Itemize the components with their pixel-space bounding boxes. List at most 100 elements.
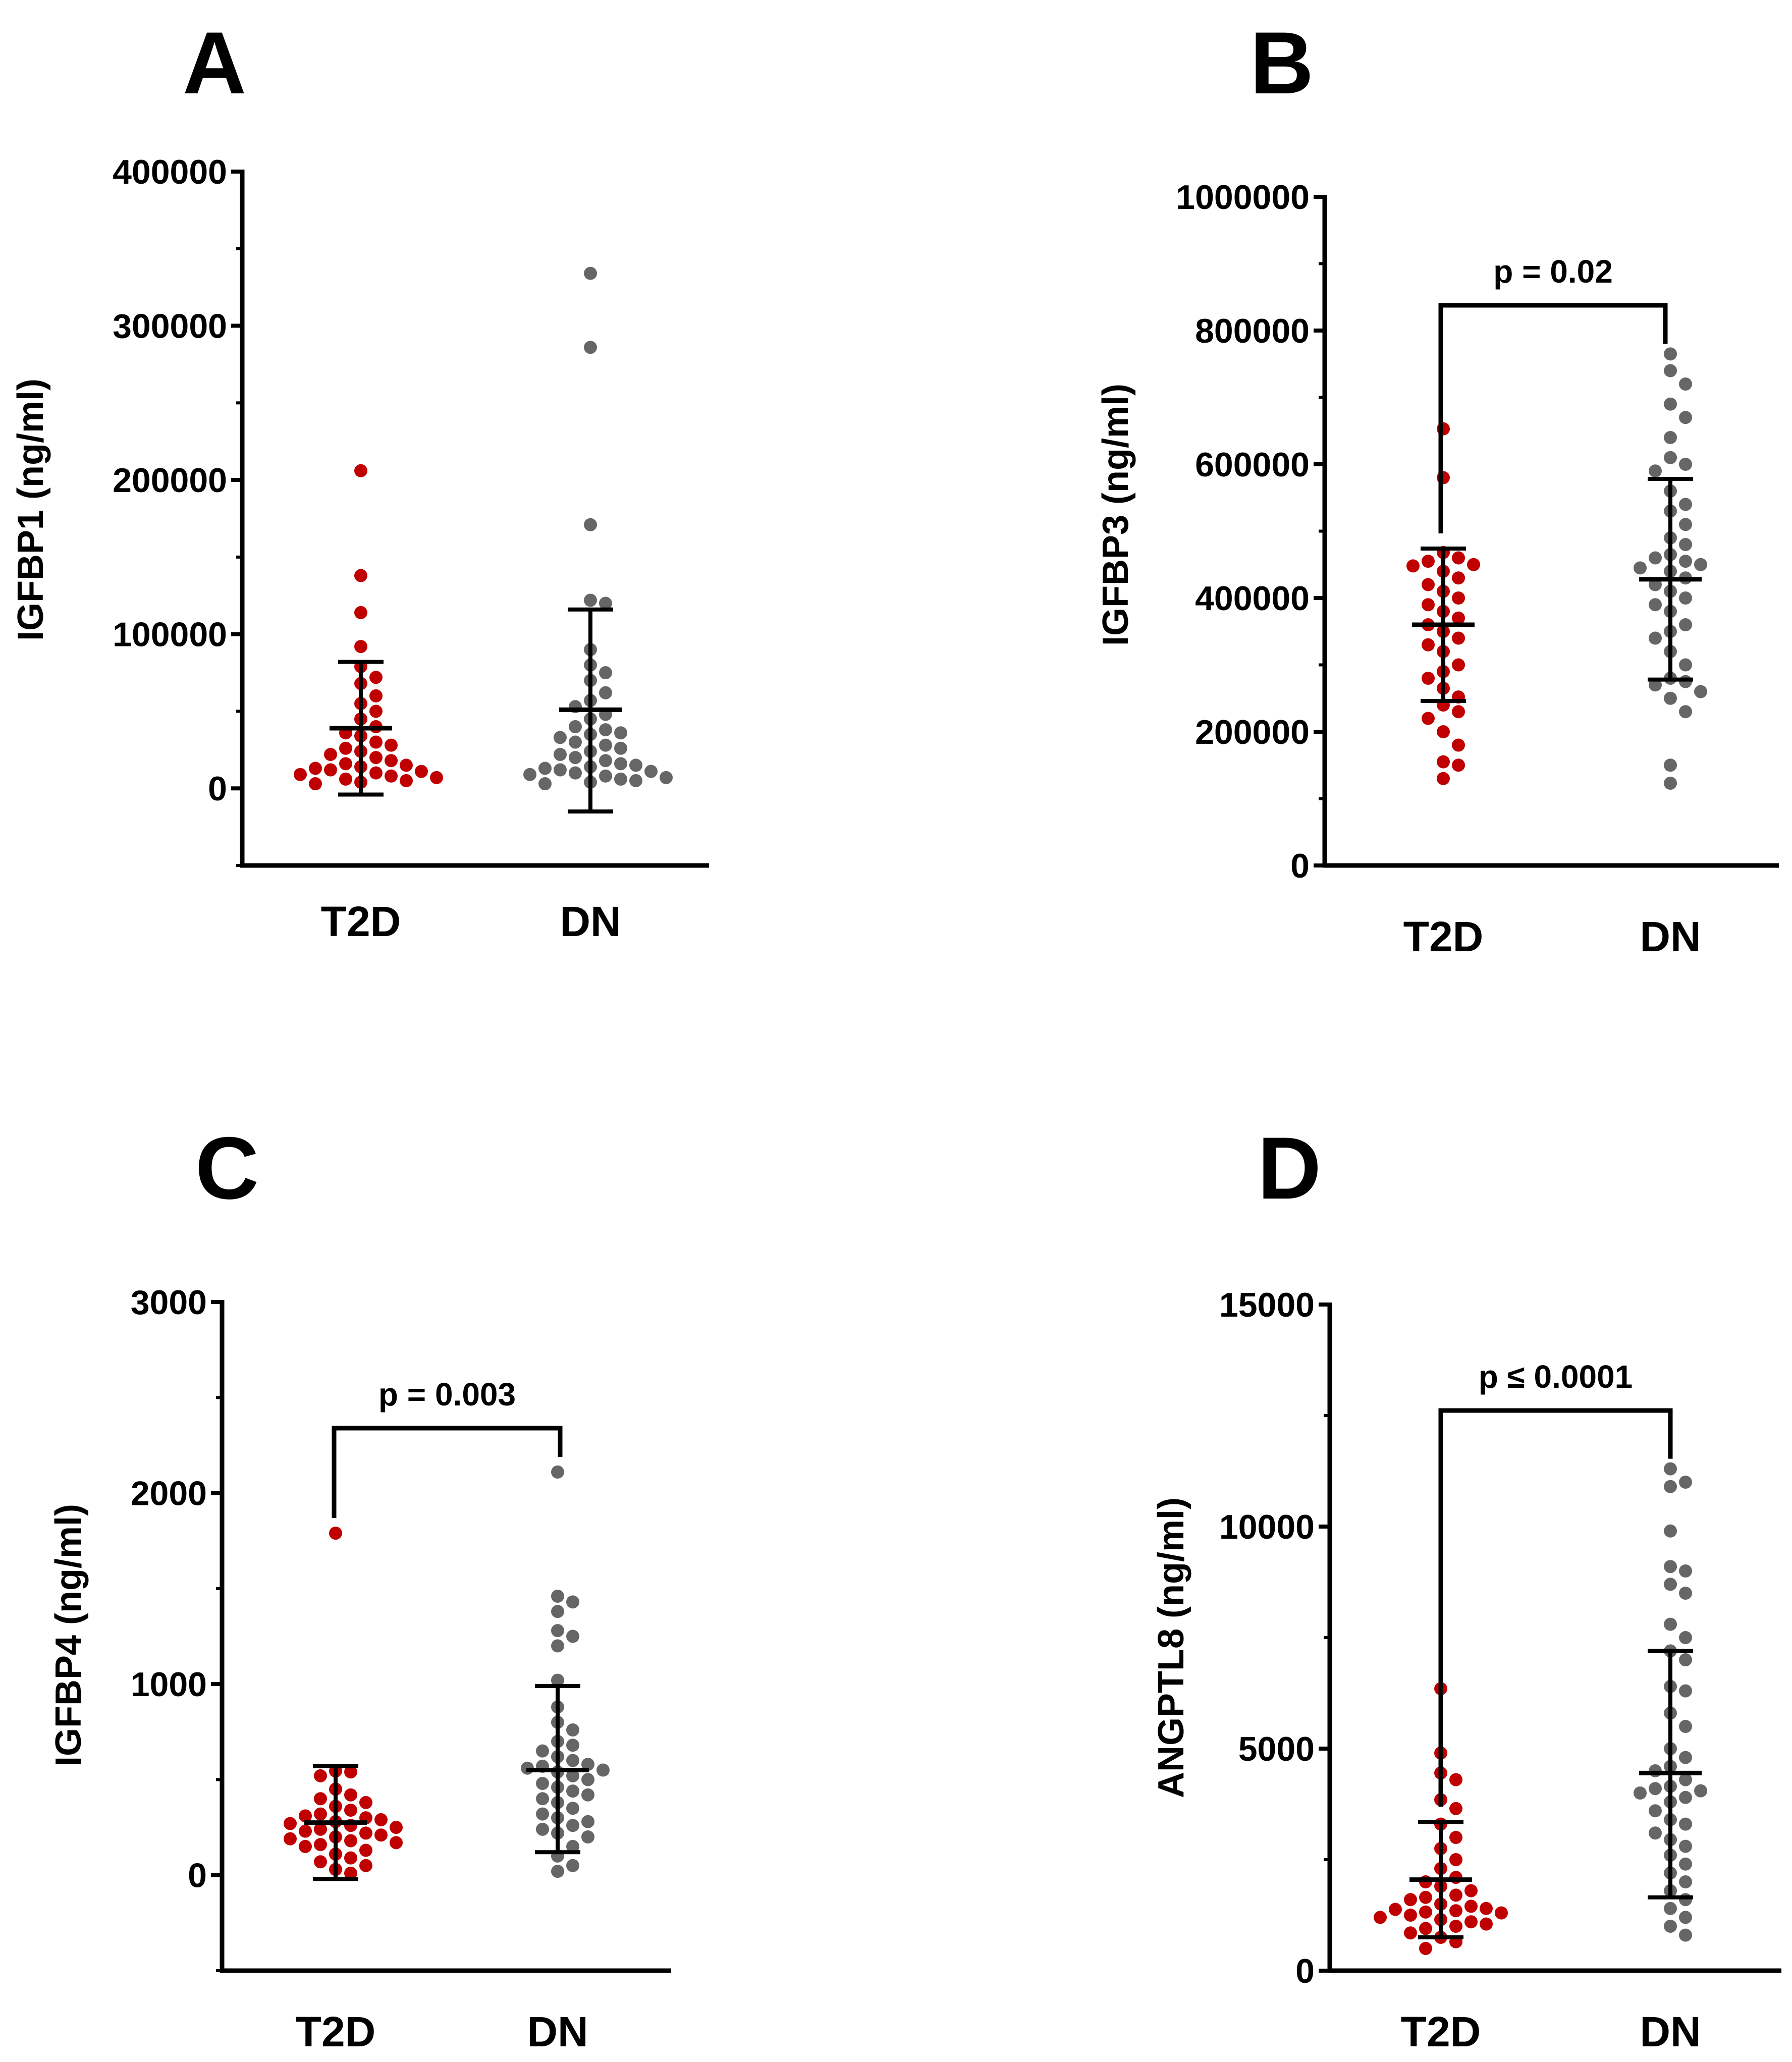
- data-point-dn: [1664, 1578, 1677, 1591]
- data-point-dn: [1679, 618, 1692, 631]
- p-value-label: p = 0.003: [378, 1376, 516, 1413]
- data-point-t2d: [369, 671, 383, 684]
- data-point-t2d: [385, 754, 398, 768]
- data-point-t2d: [1452, 591, 1465, 605]
- data-point-t2d: [339, 757, 352, 771]
- data-point-t2d: [1404, 1926, 1417, 1940]
- data-point-t2d: [1374, 1911, 1387, 1924]
- y-tick-label: 800000: [1195, 312, 1310, 350]
- data-point-dn: [614, 741, 627, 755]
- y-tick-label: 300000: [113, 307, 227, 346]
- data-point-t2d: [1452, 658, 1465, 672]
- data-point-t2d: [1452, 705, 1465, 719]
- data-point-dn: [1664, 777, 1677, 790]
- data-point-dn: [599, 686, 612, 699]
- data-point-t2d: [1422, 638, 1435, 652]
- x-tick-label: DN: [560, 898, 621, 945]
- data-point-dn: [1649, 1826, 1662, 1840]
- data-point-t2d: [369, 689, 383, 702]
- data-point-t2d: [344, 1765, 357, 1779]
- panel-a: A IGFBP1 (ng/ml) 0 100000 200000 300000 400000…: [11, 14, 709, 945]
- p-value-label: p ≤ 0.0001: [1479, 1359, 1633, 1395]
- data-point-t2d: [344, 1866, 357, 1880]
- data-point-t2d: [1449, 1888, 1462, 1902]
- data-point-t2d: [400, 774, 413, 787]
- data-point-t2d: [1449, 1831, 1462, 1844]
- x-tick-label: T2D: [1401, 2008, 1481, 2055]
- data-point-dn: [551, 1605, 564, 1618]
- data-point-dn: [644, 765, 658, 778]
- data-point-dn: [1679, 1857, 1692, 1871]
- data-point-dn: [1664, 691, 1677, 705]
- data-point-t2d: [354, 464, 367, 477]
- data-point-t2d: [1419, 1890, 1432, 1904]
- data-point-dn: [551, 1624, 564, 1638]
- data-point-dn: [1679, 1893, 1692, 1907]
- data-point-dn: [536, 1792, 549, 1806]
- data-point-t2d: [374, 1813, 388, 1826]
- data-point-t2d: [314, 1822, 327, 1836]
- data-point-dn: [569, 735, 582, 749]
- data-point-dn: [1664, 1524, 1677, 1538]
- y-axis-label: IGFBP4 (ng/ml): [48, 1504, 89, 1766]
- data-point-dn: [584, 341, 597, 354]
- data-point-t2d: [344, 1834, 357, 1848]
- data-point-dn: [1679, 1790, 1692, 1804]
- data-point-dn: [566, 1723, 579, 1737]
- data-point-dn: [1664, 1462, 1677, 1476]
- significance-bracket: [1438, 303, 1668, 533]
- data-point-dn: [614, 726, 627, 740]
- data-point-dn: [554, 763, 567, 777]
- data-point-dn: [1679, 1817, 1692, 1831]
- data-point-t2d: [299, 1809, 312, 1823]
- data-point-dn: [1679, 1928, 1692, 1942]
- y-tick-label: 10000: [1219, 1508, 1315, 1546]
- data-point-dn: [569, 720, 582, 733]
- data-point-t2d: [314, 1838, 327, 1852]
- data-point-t2d: [299, 1824, 312, 1838]
- data-point-t2d: [309, 777, 322, 791]
- data-point-dn: [551, 1639, 564, 1653]
- data-point-t2d: [1452, 571, 1465, 585]
- data-point-t2d: [324, 763, 337, 777]
- data-point-t2d: [314, 1855, 327, 1869]
- data-point-t2d: [1404, 1909, 1417, 1922]
- data-point-dn: [551, 1465, 564, 1479]
- data-point-dn: [1679, 705, 1692, 719]
- data-point-t2d: [1480, 1917, 1493, 1931]
- x-tick-label: DN: [1640, 913, 1701, 960]
- data-point-t2d: [359, 1859, 372, 1872]
- data-point-dn: [1679, 498, 1692, 511]
- y-tick-label: 100000: [113, 616, 227, 654]
- data-point-t2d: [1449, 1773, 1462, 1786]
- data-point-t2d: [369, 735, 383, 749]
- data-point-t2d: [390, 1821, 403, 1834]
- y-tick-label: 1000000: [1176, 178, 1310, 216]
- data-point-dn: [569, 766, 582, 780]
- data-point-dn: [1679, 1911, 1692, 1924]
- data-point-t2d: [314, 1769, 327, 1782]
- data-point-dn: [1664, 347, 1677, 361]
- panel-label: A: [183, 14, 246, 113]
- data-point-t2d: [1495, 1906, 1508, 1920]
- data-point-dn: [566, 1784, 579, 1798]
- data-point-t2d: [1452, 631, 1465, 645]
- data-point-t2d: [1464, 1884, 1478, 1897]
- data-point-t2d: [385, 769, 398, 783]
- data-point-dn: [596, 1763, 610, 1777]
- data-point-t2d: [415, 765, 428, 778]
- data-point-dn: [599, 666, 612, 680]
- data-point-dn: [566, 1839, 579, 1853]
- y-tick-label: 1000: [131, 1665, 207, 1704]
- panel-c: C IGFBP4 (ng/ml) 0 1000 2000 3000 T2D DN p = 0.0…: [48, 1119, 671, 2055]
- data-point-t2d: [1452, 758, 1465, 772]
- data-point-dn: [1679, 555, 1692, 568]
- data-point-t2d: [339, 741, 352, 755]
- data-point-dn: [566, 1802, 579, 1815]
- data-point-dn: [551, 1865, 564, 1878]
- data-point-dn: [1679, 1653, 1692, 1666]
- data-point-dn: [1649, 631, 1662, 645]
- data-point-dn: [1679, 411, 1692, 424]
- data-point-t2d: [1437, 725, 1450, 738]
- data-point-dn: [1694, 685, 1707, 698]
